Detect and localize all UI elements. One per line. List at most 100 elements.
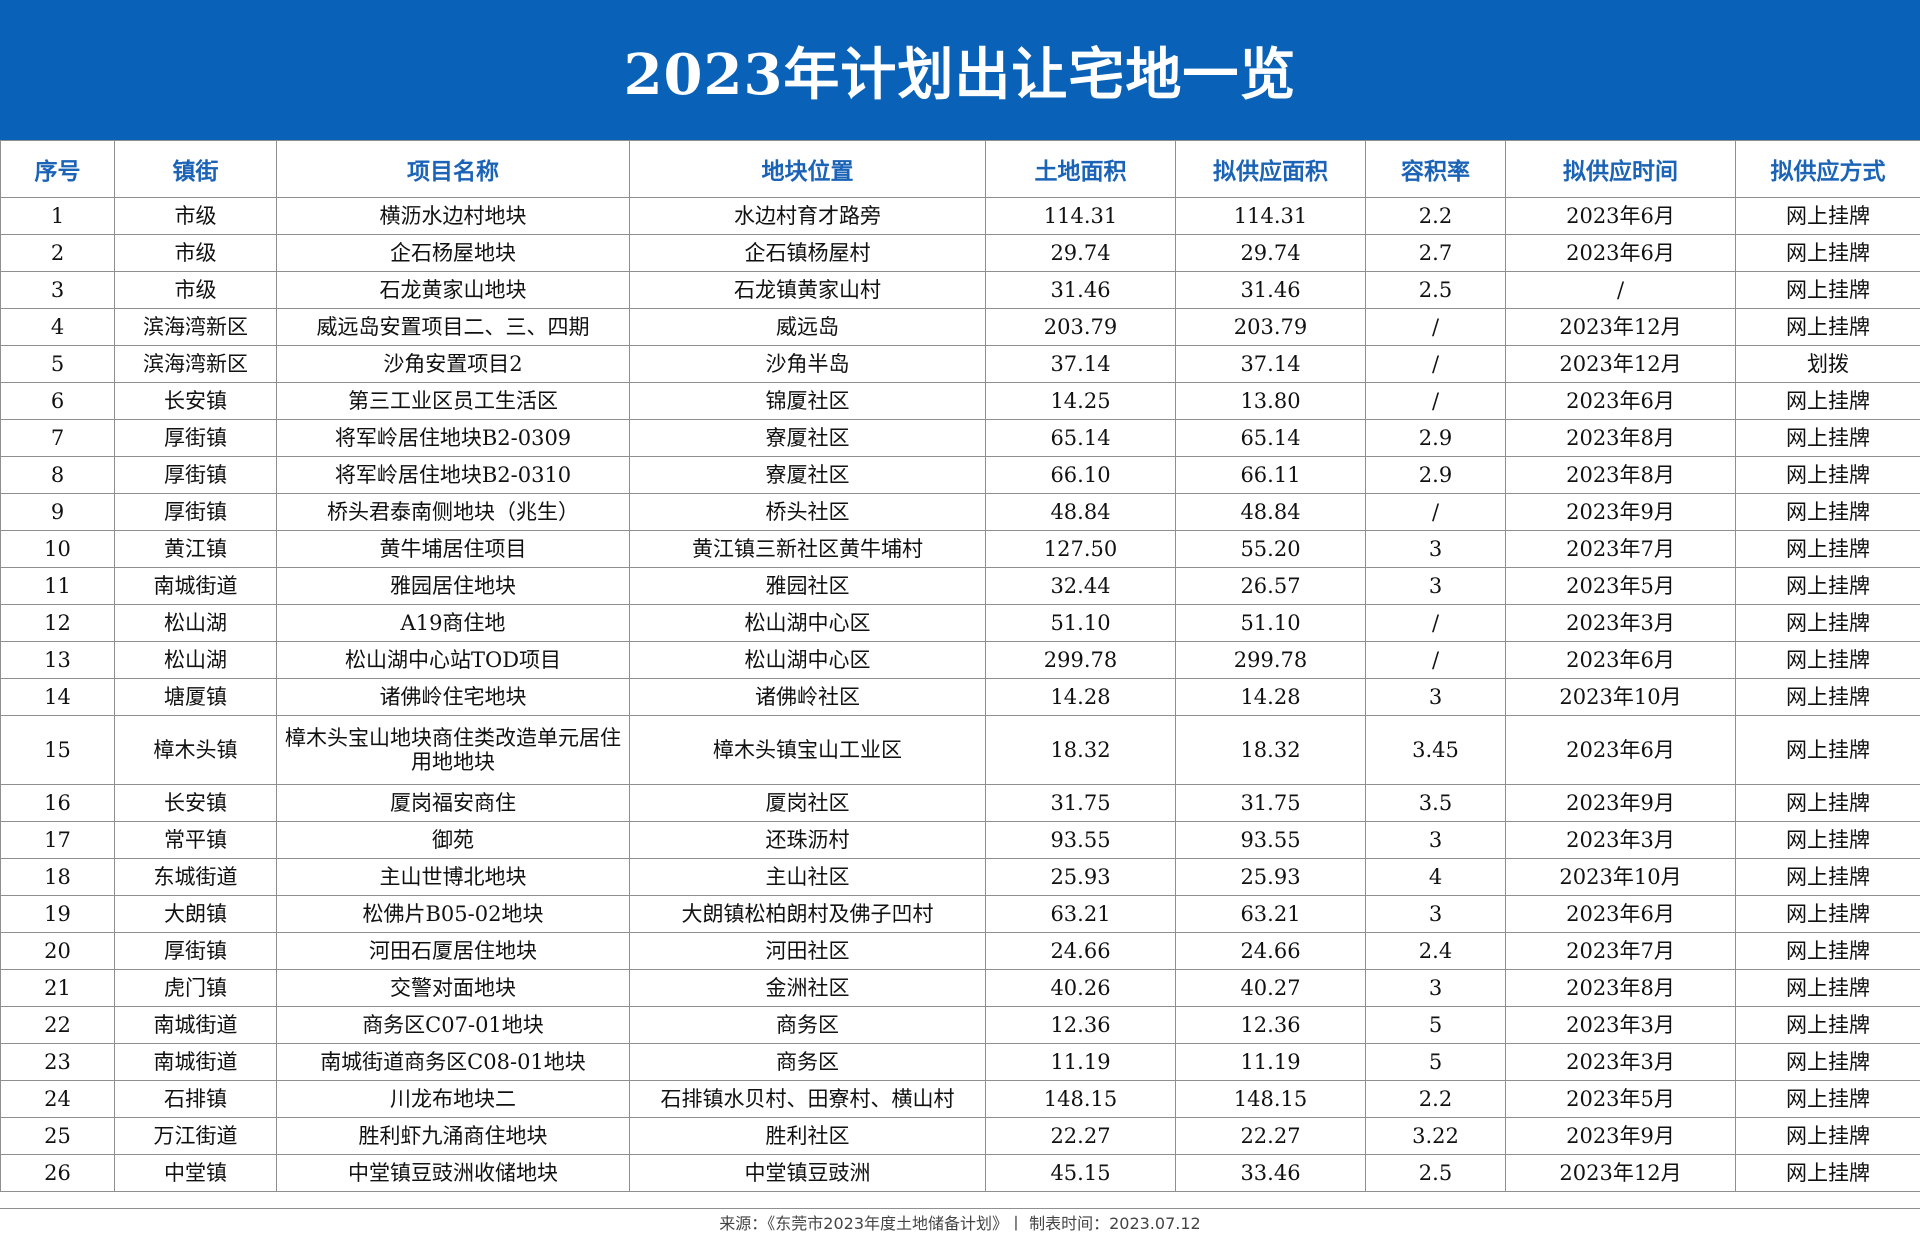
cell-town: 石排镇 xyxy=(114,1080,277,1118)
cell-supply-method: 网上挂牌 xyxy=(1735,308,1920,346)
cell-supply-area: 11.19 xyxy=(1175,1043,1366,1081)
table-row: 5 滨海湾新区 沙角安置项目2 沙角半岛 37.14 37.14/2023年12月 划拨 xyxy=(0,345,1920,383)
cell-land-area: 148.15 xyxy=(985,1080,1176,1118)
cell-plot-ratio: 5 xyxy=(1365,1006,1506,1044)
cell-supply-time: 2023年3月 xyxy=(1505,1006,1736,1044)
cell-supply-area: 63.21 xyxy=(1175,895,1366,933)
cell-project-name: 松山湖中心站TOD项目 xyxy=(276,641,630,679)
page-title: 2023年计划出让宅地一览 xyxy=(623,41,1297,108)
cell-supply-method: 网上挂牌 xyxy=(1735,530,1920,568)
cell-supply-method: 网上挂牌 xyxy=(1735,784,1920,822)
cell-supply-method: 网上挂牌 xyxy=(1735,1006,1920,1044)
cell-town: 滨海湾新区 xyxy=(114,345,277,383)
cell-plot-ratio: 3 xyxy=(1365,678,1506,716)
cell-town: 松山湖 xyxy=(114,604,277,642)
cell-supply-method: 网上挂牌 xyxy=(1735,234,1920,272)
cell-index: 11 xyxy=(0,567,115,605)
header-index: 序号 xyxy=(0,140,115,198)
cell-supply-time: 2023年6月 xyxy=(1505,234,1736,272)
cell-land-area: 37.14 xyxy=(985,345,1176,383)
cell-land-area: 48.84 xyxy=(985,493,1176,531)
cell-supply-method: 网上挂牌 xyxy=(1735,1117,1920,1155)
cell-plot-ratio: / xyxy=(1365,308,1506,346)
cell-land-area: 65.14 xyxy=(985,419,1176,457)
cell-town: 市级 xyxy=(114,197,277,235)
cell-project-name: 厦岗福安商住 xyxy=(276,784,630,822)
cell-town: 塘厦镇 xyxy=(114,678,277,716)
cell-land-area: 14.28 xyxy=(985,678,1176,716)
land-table: 序号 镇街 项目名称 地块位置 土地面积 拟供应面积 容积率 拟供应时间 拟供应… xyxy=(0,140,1920,1192)
table-row: 16 长安镇 厦岗福安商住 厦岗社区 31.75 31.75 3.5 2023年9月 网上挂牌 xyxy=(0,784,1920,822)
cell-supply-time: 2023年5月 xyxy=(1505,1080,1736,1118)
cell-supply-method: 网上挂牌 xyxy=(1735,1043,1920,1081)
cell-location: 商务区 xyxy=(629,1043,986,1081)
cell-index: 4 xyxy=(0,308,115,346)
cell-town: 万江街道 xyxy=(114,1117,277,1155)
cell-supply-time: 2023年3月 xyxy=(1505,821,1736,859)
cell-index: 26 xyxy=(0,1154,115,1192)
cell-land-area: 32.44 xyxy=(985,567,1176,605)
cell-supply-method: 网上挂牌 xyxy=(1735,493,1920,531)
cell-land-area: 14.25 xyxy=(985,382,1176,420)
cell-supply-method: 网上挂牌 xyxy=(1735,821,1920,859)
source-text: 来源：《东莞市2023年度土地储备计划》丨 制表时间：2023.07.12 xyxy=(719,1214,1201,1233)
header-project-name: 项目名称 xyxy=(276,140,630,198)
cell-index: 19 xyxy=(0,895,115,933)
table-row: 26 中堂镇 中堂镇豆豉洲收储地块 中堂镇豆豉洲 45.15 33.46 2.5 2023年1… xyxy=(0,1154,1920,1192)
cell-plot-ratio: 3.22 xyxy=(1365,1117,1506,1155)
table-row: 23 南城街道 南城街道商务区C08-01地块 商务区 11.19 11.19 5 2023年… xyxy=(0,1043,1920,1081)
cell-location: 樟木头镇宝山工业区 xyxy=(629,715,986,785)
cell-supply-method: 网上挂牌 xyxy=(1735,1080,1920,1118)
cell-plot-ratio: / xyxy=(1365,604,1506,642)
source-note: 来源：《东莞市2023年度土地储备计划》丨 制表时间：2023.07.12 xyxy=(0,1208,1920,1235)
cell-town: 长安镇 xyxy=(114,382,277,420)
table-row: 22 南城街道 商务区C07-01地块 商务区 12.36 12.36 5 2023年3月 网上… xyxy=(0,1006,1920,1044)
cell-index: 12 xyxy=(0,604,115,642)
header-location: 地块位置 xyxy=(629,140,986,198)
table-row: 11 南城街道 雅园居住地块 雅园社区 32.44 26.57 3 2023年5月 网上挂牌 xyxy=(0,567,1920,605)
cell-supply-area: 37.14 xyxy=(1175,345,1366,383)
cell-town: 厚街镇 xyxy=(114,493,277,531)
cell-supply-time: 2023年9月 xyxy=(1505,1117,1736,1155)
table-row: 24 石排镇 川龙布地块二 石排镇水贝村、田寮村、横山村 148.15 148.15 2.2… xyxy=(0,1080,1920,1118)
cell-index: 6 xyxy=(0,382,115,420)
cell-plot-ratio: 2.5 xyxy=(1365,271,1506,309)
cell-plot-ratio: 2.9 xyxy=(1365,419,1506,457)
table-row: 13 松山湖 松山湖中心站TOD项目 松山湖中心区 299.78 299.78/2023年… xyxy=(0,641,1920,679)
cell-supply-time: / xyxy=(1505,271,1736,309)
cell-land-area: 51.10 xyxy=(985,604,1176,642)
cell-town: 东城街道 xyxy=(114,858,277,896)
cell-supply-area: 18.32 xyxy=(1175,715,1366,785)
cell-supply-area: 299.78 xyxy=(1175,641,1366,679)
header-supply-method: 拟供应方式 xyxy=(1735,140,1920,198)
cell-location: 石龙镇黄家山村 xyxy=(629,271,986,309)
cell-supply-method: 网上挂牌 xyxy=(1735,641,1920,679)
cell-location: 大朗镇松柏朗村及佛子凹村 xyxy=(629,895,986,933)
cell-index: 23 xyxy=(0,1043,115,1081)
cell-supply-method: 网上挂牌 xyxy=(1735,197,1920,235)
cell-supply-time: 2023年7月 xyxy=(1505,530,1736,568)
cell-plot-ratio: 2.5 xyxy=(1365,1154,1506,1192)
cell-land-area: 93.55 xyxy=(985,821,1176,859)
cell-plot-ratio: 2.2 xyxy=(1365,197,1506,235)
cell-land-area: 31.75 xyxy=(985,784,1176,822)
cell-location: 雅园社区 xyxy=(629,567,986,605)
table-row: 20 厚街镇 河田石厦居住地块 河田社区 24.66 24.66 2.4 2023年7月 网上挂… xyxy=(0,932,1920,970)
cell-supply-time: 2023年8月 xyxy=(1505,969,1736,1007)
cell-location: 还珠沥村 xyxy=(629,821,986,859)
cell-land-area: 45.15 xyxy=(985,1154,1176,1192)
cell-location: 诸佛岭社区 xyxy=(629,678,986,716)
cell-location: 金洲社区 xyxy=(629,969,986,1007)
cell-location: 企石镇杨屋村 xyxy=(629,234,986,272)
cell-land-area: 29.74 xyxy=(985,234,1176,272)
cell-land-area: 31.46 xyxy=(985,271,1176,309)
cell-supply-area: 13.80 xyxy=(1175,382,1366,420)
table-row: 4 滨海湾新区 威远岛安置项目二、三、四期 威远岛 203.79 203.79/2023年… xyxy=(0,308,1920,346)
cell-plot-ratio: / xyxy=(1365,641,1506,679)
cell-location: 胜利社区 xyxy=(629,1117,986,1155)
cell-plot-ratio: 3 xyxy=(1365,969,1506,1007)
cell-supply-method: 网上挂牌 xyxy=(1735,1154,1920,1192)
cell-supply-time: 2023年8月 xyxy=(1505,456,1736,494)
cell-land-area: 11.19 xyxy=(985,1043,1176,1081)
cell-supply-area: 65.14 xyxy=(1175,419,1366,457)
